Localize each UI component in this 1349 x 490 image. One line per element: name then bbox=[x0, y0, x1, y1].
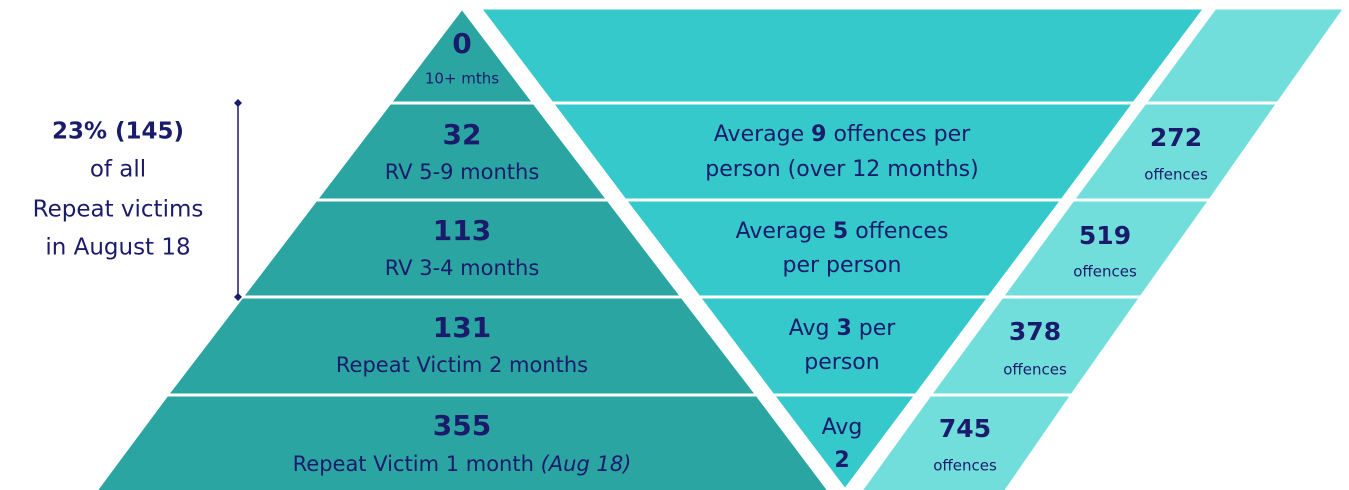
average-number: 3 bbox=[836, 316, 851, 341]
average-line: Avg 3 per bbox=[789, 316, 897, 341]
band bbox=[476, 6, 1208, 105]
tier-label: RV 3-4 months bbox=[385, 256, 540, 280]
bracket-end bbox=[234, 293, 242, 301]
tier-count: 355 bbox=[433, 409, 491, 442]
average-line: Average 5 offences bbox=[736, 219, 949, 244]
average-text: offences per bbox=[826, 122, 971, 147]
summary-headline: 23% (145) bbox=[52, 119, 184, 145]
average-line: person bbox=[804, 350, 879, 375]
average-number: 5 bbox=[833, 219, 848, 244]
tier-label: Repeat Victim 1 month (Aug 18) bbox=[293, 452, 632, 476]
average-text: offences bbox=[848, 219, 948, 244]
average-line: per person bbox=[783, 253, 902, 278]
tier-count: 113 bbox=[433, 214, 491, 247]
parallelogram bbox=[859, 6, 1348, 490]
offence-count: 519 bbox=[1079, 221, 1131, 250]
average-text: Average bbox=[736, 219, 833, 244]
tier-count: 32 bbox=[443, 118, 482, 151]
offence-unit: offences bbox=[933, 457, 997, 475]
tier-label: 10+ mths bbox=[425, 70, 499, 88]
band bbox=[621, 198, 1066, 299]
offence-unit: offences bbox=[1144, 166, 1208, 184]
tier-count: 131 bbox=[433, 311, 491, 344]
average-text: per bbox=[852, 316, 896, 341]
bracket-end bbox=[234, 99, 242, 107]
offence-unit: offences bbox=[1073, 263, 1137, 281]
tier bbox=[94, 393, 831, 490]
average-number: 9 bbox=[811, 122, 826, 147]
band bbox=[548, 101, 1137, 202]
band bbox=[859, 393, 1075, 490]
tier-label: RV 5-9 months bbox=[385, 160, 540, 184]
tier-count: 0 bbox=[452, 27, 471, 60]
tier-label-text: Repeat Victim 1 month bbox=[293, 452, 541, 476]
offence-count: 745 bbox=[939, 414, 991, 443]
summary-line: of all bbox=[90, 157, 146, 183]
pyramid bbox=[94, 5, 831, 490]
tier-note: (Aug 18) bbox=[541, 452, 632, 476]
average-line: Average 9 offences per bbox=[714, 122, 971, 147]
average-line: person (over 12 months) bbox=[705, 157, 978, 182]
average-text: Avg bbox=[822, 415, 863, 440]
offence-unit: offences bbox=[1003, 361, 1067, 379]
summary-line: Repeat victims bbox=[33, 197, 204, 223]
band bbox=[769, 393, 919, 490]
offence-count: 272 bbox=[1150, 123, 1202, 152]
inverted-triangle bbox=[476, 6, 1208, 490]
average-text: Average bbox=[714, 122, 811, 147]
summary-line: in August 18 bbox=[45, 235, 190, 261]
average-text: Avg bbox=[789, 316, 837, 341]
average-number: 2 bbox=[834, 448, 849, 473]
tier-label: Repeat Victim 2 months bbox=[336, 353, 588, 377]
offence-count: 378 bbox=[1009, 317, 1061, 346]
